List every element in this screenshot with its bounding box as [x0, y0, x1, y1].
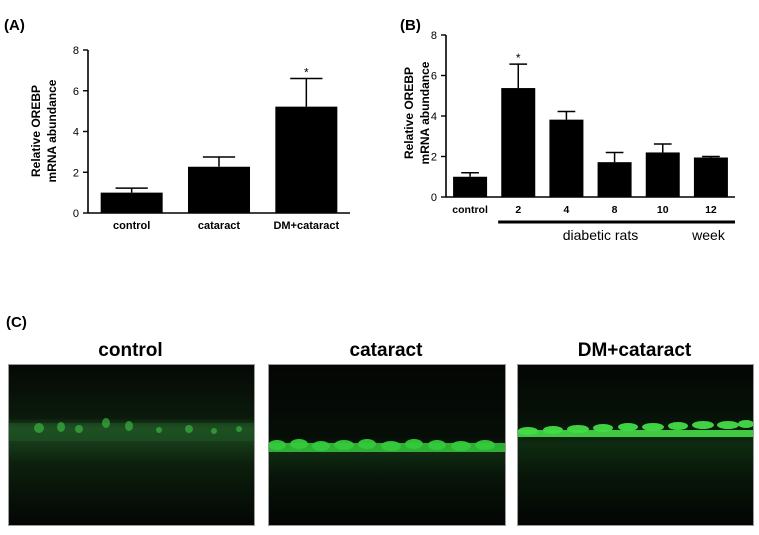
unit-label: week — [691, 227, 726, 243]
y-axis-label: Relative OREBP — [29, 85, 43, 177]
fluorescent-cell — [334, 440, 354, 450]
fluorescent-cell — [642, 423, 664, 431]
bar — [275, 106, 338, 213]
y-axis-label: Relative OREBP — [402, 67, 416, 159]
fluorescent-cell — [475, 440, 495, 450]
y-tick-label: 0 — [73, 208, 79, 220]
fluorescent-cell — [211, 428, 217, 434]
micrograph-title-cataract: cataract — [349, 340, 423, 361]
fluorescent-cell — [668, 422, 688, 430]
bar — [453, 176, 488, 197]
bar — [501, 88, 536, 197]
fluorescent-cell — [125, 421, 133, 431]
panel-label-b: (B) — [400, 17, 421, 34]
fluorescent-cell — [236, 426, 242, 432]
y-axis-label: mRNA abundance — [45, 79, 59, 182]
fluorescent-cell — [518, 427, 538, 435]
fluorescent-cell — [405, 439, 423, 449]
fluorescent-cell — [593, 424, 613, 432]
fluorescent-cell — [381, 441, 401, 451]
micrograph-dm-cataract — [517, 364, 754, 526]
x-tick-label: 12 — [705, 204, 717, 216]
x-tick-label: 10 — [657, 204, 669, 216]
bar — [188, 166, 250, 213]
chart-a: 0 2 4 6 8 Relative OREBP mRNA abundance control… — [29, 45, 350, 232]
fluorescent-cell — [692, 421, 714, 429]
fluorescent-cell — [290, 439, 308, 449]
y-tick-label: 8 — [431, 30, 437, 42]
y-tick-label: 2 — [431, 152, 437, 164]
bar — [645, 152, 680, 197]
y-tick-label: 6 — [431, 71, 437, 83]
fluorescent-cell — [34, 423, 44, 433]
fluorescent-cell — [358, 439, 376, 449]
significance-marker: * — [516, 51, 521, 65]
micrograph-title-control: control — [98, 340, 163, 361]
micrograph-cataract — [268, 364, 506, 526]
micrograph-title-dm-cataract: DM+cataract — [577, 340, 692, 361]
y-tick-label: 0 — [431, 192, 437, 204]
y-tick-label: 6 — [73, 86, 79, 98]
fluorescent-cell — [156, 427, 162, 433]
fluorescent-cell — [428, 440, 446, 450]
y-tick-label: 4 — [73, 127, 79, 139]
x-tick-label: cataract — [198, 220, 241, 232]
y-tick-label: 2 — [73, 167, 79, 179]
fluorescent-cell — [75, 425, 83, 433]
chart-b: 0 2 4 6 8 Relative OREBP mRNA abundance control… — [402, 30, 735, 243]
panel-label-a: (A) — [4, 17, 25, 34]
fluorescent-cell — [738, 420, 753, 428]
fluorescent-cell — [717, 421, 739, 429]
fluorescent-cell — [269, 440, 286, 450]
stained-band — [518, 430, 753, 437]
significance-marker: * — [304, 66, 309, 80]
bar — [549, 119, 584, 197]
x-tick-label: DM+cataract — [273, 220, 339, 232]
fluorescent-cell — [567, 425, 589, 433]
fluorescent-cell — [102, 418, 110, 428]
x-tick-label: 4 — [563, 204, 569, 216]
bar — [597, 162, 632, 197]
y-tick-label: 8 — [73, 45, 79, 57]
x-tick-label: 8 — [612, 204, 618, 216]
micrograph-control — [8, 364, 255, 526]
y-axis-label: mRNA abundance — [418, 61, 432, 164]
fluorescent-cell — [618, 423, 638, 431]
fluorescent-cell — [185, 425, 193, 433]
x-tick-label: control — [113, 220, 150, 232]
bar — [693, 157, 728, 197]
fluorescent-cell — [312, 441, 330, 451]
group-label: diabetic rats — [563, 227, 638, 243]
x-tick-label: 2 — [515, 204, 521, 216]
y-tick-label: 4 — [431, 111, 437, 123]
fluorescent-cell — [451, 441, 471, 451]
x-tick-label: control — [452, 204, 488, 216]
bar — [100, 192, 163, 213]
fluorescent-cell — [57, 422, 65, 432]
panel-label-c: (C) — [6, 314, 27, 331]
fluorescent-cell — [543, 426, 563, 434]
